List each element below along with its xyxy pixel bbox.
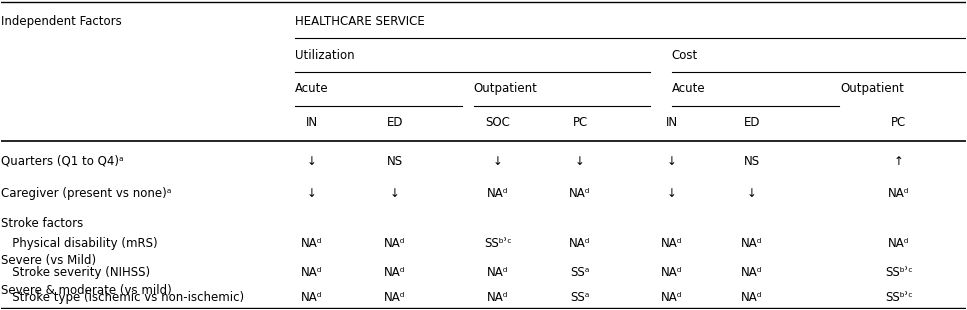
Text: ED: ED [387, 117, 403, 129]
Text: NAᵈ: NAᵈ [570, 237, 591, 250]
Text: Stroke factors: Stroke factors [1, 217, 83, 230]
Text: SSᵃ: SSᵃ [571, 291, 590, 304]
Text: NS: NS [744, 155, 760, 168]
Text: NAᵈ: NAᵈ [301, 237, 322, 250]
Text: NAᵈ: NAᵈ [661, 291, 683, 304]
Text: NS: NS [387, 155, 402, 168]
Text: Stroke type (ischemic vs non-ischemic): Stroke type (ischemic vs non-ischemic) [1, 291, 244, 304]
Text: HEALTHCARE SERVICE: HEALTHCARE SERVICE [295, 15, 425, 28]
Text: NAᵈ: NAᵈ [301, 266, 322, 279]
Text: NAᵈ: NAᵈ [741, 237, 763, 250]
Text: Stroke severity (NIHSS): Stroke severity (NIHSS) [1, 266, 150, 279]
Text: NAᵈ: NAᵈ [661, 266, 683, 279]
Text: SSᵃ: SSᵃ [571, 266, 590, 279]
Text: ↓: ↓ [667, 155, 677, 168]
Text: Cost: Cost [672, 49, 698, 61]
Text: NAᵈ: NAᵈ [384, 266, 405, 279]
Text: ↓: ↓ [307, 188, 316, 200]
Text: ↓: ↓ [307, 155, 316, 168]
Text: PC: PC [572, 117, 588, 129]
Text: ↓: ↓ [493, 155, 503, 168]
Text: PC: PC [891, 117, 906, 129]
Text: NAᵈ: NAᵈ [301, 291, 322, 304]
Text: Quarters (Q1 to Q4)ᵃ: Quarters (Q1 to Q4)ᵃ [1, 155, 124, 168]
Text: Caregiver (present vs none)ᵃ: Caregiver (present vs none)ᵃ [1, 188, 171, 200]
Text: SSᵇʾᶜ: SSᵇʾᶜ [484, 237, 512, 250]
Text: Outpatient: Outpatient [474, 82, 538, 95]
Text: NAᵈ: NAᵈ [741, 266, 763, 279]
Text: Acute: Acute [295, 82, 329, 95]
Text: NAᵈ: NAᵈ [661, 237, 683, 250]
Text: Outpatient: Outpatient [840, 82, 905, 95]
Text: IN: IN [665, 117, 678, 129]
Text: Independent Factors: Independent Factors [1, 15, 122, 28]
Text: Severe (vs Mild): Severe (vs Mild) [1, 255, 96, 267]
Text: NAᵈ: NAᵈ [570, 188, 591, 200]
Text: ↓: ↓ [667, 188, 677, 200]
Text: ↓: ↓ [747, 188, 757, 200]
Text: Utilization: Utilization [295, 49, 355, 61]
Text: SSᵇʾᶜ: SSᵇʾᶜ [885, 266, 913, 279]
Text: ED: ED [744, 117, 760, 129]
Text: NAᵈ: NAᵈ [384, 237, 405, 250]
Text: ↑: ↑ [894, 155, 903, 168]
Text: SSᵇʾᶜ: SSᵇʾᶜ [885, 291, 913, 304]
Text: NAᵈ: NAᵈ [888, 237, 909, 250]
Text: SOC: SOC [485, 117, 511, 129]
Text: Acute: Acute [672, 82, 705, 95]
Text: Severe & moderate (vs mild): Severe & moderate (vs mild) [1, 284, 171, 297]
Text: ↓: ↓ [390, 188, 399, 200]
Text: NAᵈ: NAᵈ [487, 291, 509, 304]
Text: NAᵈ: NAᵈ [888, 188, 909, 200]
Text: NAᵈ: NAᵈ [487, 188, 509, 200]
Text: IN: IN [306, 117, 318, 129]
Text: NAᵈ: NAᵈ [384, 291, 405, 304]
Text: ↓: ↓ [575, 155, 585, 168]
Text: Physical disability (mRS): Physical disability (mRS) [1, 237, 158, 250]
Text: NAᵈ: NAᵈ [741, 291, 763, 304]
Text: NAᵈ: NAᵈ [487, 266, 509, 279]
